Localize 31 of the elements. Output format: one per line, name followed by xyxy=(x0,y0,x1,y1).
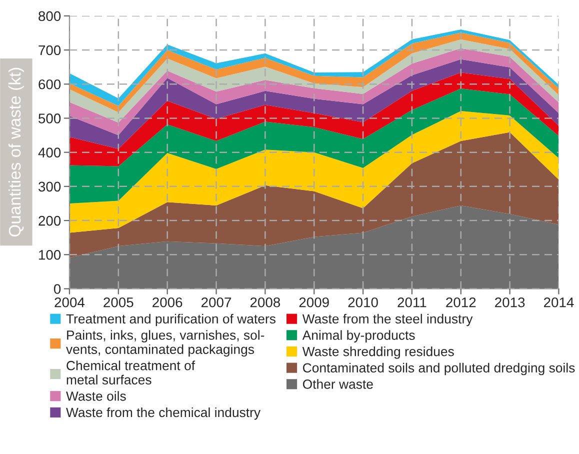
x-tick-label: 2008 xyxy=(250,297,280,308)
legend-label: Animal by-products xyxy=(302,330,415,342)
legend-label: Waste from the chemical industry xyxy=(66,407,261,420)
y-tick-label: 500 xyxy=(38,114,61,124)
y-tick-label: 400 xyxy=(38,148,61,158)
legend-label: Waste from the steel industry xyxy=(302,314,473,326)
x-tick-label: 2004 xyxy=(54,297,85,308)
y-tick-label: 100 xyxy=(39,250,61,260)
legend-label: Waste oils xyxy=(66,391,126,401)
x-tick-label: 2009 xyxy=(299,297,329,308)
legend-label: Waste shredding residues xyxy=(302,346,454,359)
y-tick-label: 0 xyxy=(54,284,61,294)
y-tick-label: 600 xyxy=(38,79,61,90)
x-tick-label: 2014 xyxy=(544,297,574,308)
y-tick-label: 800 xyxy=(38,11,61,22)
x-tick-label: 2011 xyxy=(398,297,426,308)
x-tick-label: 2006 xyxy=(152,297,182,308)
y-tick-label: 300 xyxy=(38,182,61,192)
legend-label: Chemical treatment of metal surfaces xyxy=(66,360,196,384)
x-tick-label: 2013 xyxy=(495,297,525,308)
y-axis-title: Quantities of waste (kt) xyxy=(8,68,24,237)
legend-label: Contaminated soils and polluted dredging soils xyxy=(303,362,575,376)
legend-label: Other waste xyxy=(302,379,373,389)
x-tick-label: 2005 xyxy=(104,297,134,308)
legend-label: Paints, inks, glues, varnishes, sol- vents, contaminated packagings xyxy=(66,330,264,357)
y-tick-label: 200 xyxy=(38,216,61,226)
x-tick-label: 2012 xyxy=(446,297,476,308)
y-tick-label: 700 xyxy=(38,45,61,56)
x-tick-label: 2007 xyxy=(202,297,232,308)
x-tick-label: 2010 xyxy=(348,297,378,308)
legend-label: Treatment and purification of waters xyxy=(66,314,276,326)
